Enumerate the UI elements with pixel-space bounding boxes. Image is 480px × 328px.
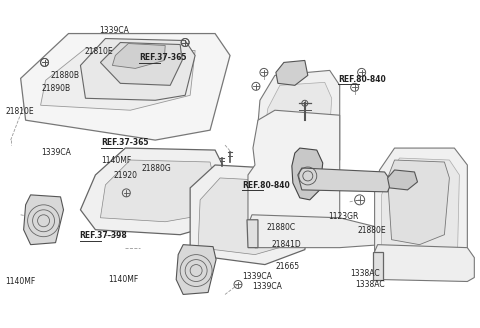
Text: 1140MF: 1140MF [108,276,139,284]
Polygon shape [176,245,216,295]
Text: 1339CA: 1339CA [99,26,129,34]
Text: REF.80-840: REF.80-840 [338,74,386,84]
Polygon shape [250,215,382,248]
Text: 21880C: 21880C [266,223,296,232]
Polygon shape [81,38,195,100]
Polygon shape [374,245,474,281]
Polygon shape [262,82,332,168]
Text: 1338AC: 1338AC [355,280,384,289]
Text: 21880G: 21880G [142,164,172,174]
Polygon shape [247,220,258,248]
Polygon shape [374,148,468,277]
Text: 1339CA: 1339CA [252,282,282,291]
Polygon shape [198,178,305,255]
Polygon shape [21,33,230,140]
Polygon shape [387,170,418,190]
Polygon shape [276,60,308,85]
Text: 1338AC: 1338AC [350,269,380,278]
Polygon shape [100,43,182,85]
Text: REF.80-840: REF.80-840 [242,181,290,190]
Polygon shape [24,195,63,245]
Polygon shape [255,71,340,180]
Text: 21841D: 21841D [271,239,301,249]
Text: 1339CA: 1339CA [242,272,272,281]
Text: 1140MF: 1140MF [5,277,36,286]
Polygon shape [41,49,195,110]
Polygon shape [372,252,383,279]
Text: 21890B: 21890B [41,84,71,93]
Text: 21920: 21920 [113,171,137,180]
Text: 1123GR: 1123GR [328,212,359,221]
Polygon shape [81,148,225,235]
Polygon shape [190,165,315,265]
Text: REF.37-365: REF.37-365 [101,138,149,147]
Polygon shape [100,160,215,222]
Text: 1140MF: 1140MF [101,156,132,165]
Polygon shape [248,110,340,248]
Polygon shape [387,160,449,245]
Text: 21880B: 21880B [51,71,80,80]
Text: 1339CA: 1339CA [41,148,71,157]
Text: 21665: 21665 [276,262,300,271]
Text: 21880E: 21880E [357,226,386,236]
Text: REF.37-365: REF.37-365 [140,53,187,62]
Text: REF.37-398: REF.37-398 [80,231,127,240]
Polygon shape [292,148,323,200]
Text: 21810E: 21810E [84,47,113,56]
Text: 21810E: 21810E [5,107,34,116]
Polygon shape [382,158,459,270]
Polygon shape [112,44,165,69]
Polygon shape [298,168,392,192]
